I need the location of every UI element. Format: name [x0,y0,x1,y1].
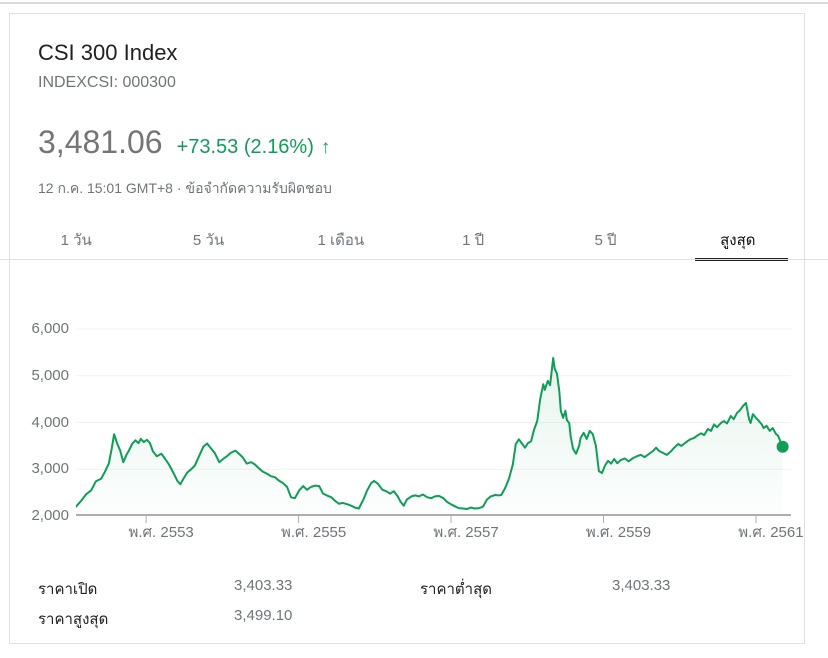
tab-1-month[interactable]: 1 เดือน [317,232,365,249]
current-price: 3,481.06 [38,124,163,160]
stat-low-value: 3,403.33 [612,577,671,594]
price-line [76,357,784,510]
stat-high-label: ราคาสูงสุด [38,611,109,628]
disclaimer-link[interactable]: ข้อจำกัดความรับผิดชอบ [185,180,332,196]
stat-open-label: ราคาเปิด [38,581,98,598]
stat-open-value: 3,403.33 [234,577,293,594]
x-axis-label-2557: พ.ศ. 2557 [433,524,499,541]
up-arrow-icon: ↑ [320,137,331,158]
tab-1-day[interactable]: 1 วัน [60,232,92,249]
range-tab-bar: 1 วัน 5 วัน 1 เดือน 1 ปี 5 ปี สูงสุด [10,221,804,261]
stat-high-value: 3,499.10 [234,607,293,624]
y-axis-label-5000: 5,000 [31,366,69,384]
stat-low-label: ราคาต่ำสุด [420,581,492,598]
x-axis-label-2553: พ.ศ. 2553 [128,524,194,541]
x-axis-label-2555: พ.ศ. 2555 [280,524,347,541]
price-row: 3,481.06 +73.53 (2.16%) ↑ [38,124,330,161]
tab-1-year[interactable]: 1 ปี [462,232,485,249]
finance-card: CSI 300 Index INDEXCSI: 000300 3,481.06 … [9,13,805,644]
page-title: CSI 300 Index [38,40,178,65]
quote-meta: 12 ก.ค. 15:01 GMT+8 · ข้อจำกัดความรับผิดช… [38,178,336,200]
quote-timestamp: 12 ก.ค. 15:01 GMT+8 · [38,180,182,196]
x-axis-label-2561: พ.ศ. 2561 [738,524,804,541]
y-axis-label-3000: 3,000 [31,460,69,478]
price-chart[interactable] [76,314,791,529]
y-axis-label-4000: 4,000 [31,413,69,431]
price-area-fill [76,358,783,515]
x-axis-label-2559: พ.ศ. 2559 [585,524,652,541]
last-price-dot [776,440,789,453]
tab-5-year[interactable]: 5 ปี [594,232,617,249]
tab-bar-separator [0,259,828,260]
y-axis-label-2000: 2,000 [31,507,69,524]
y-axis-label-6000: 6,000 [31,320,69,337]
page-top-divider [0,2,828,4]
tab-5-day[interactable]: 5 วัน [192,232,225,249]
tab-max[interactable]: สูงสุด [720,232,756,249]
ticker-symbol: INDEXCSI: 000300 [38,74,176,91]
price-change: +73.53 (2.16%) [176,136,314,158]
